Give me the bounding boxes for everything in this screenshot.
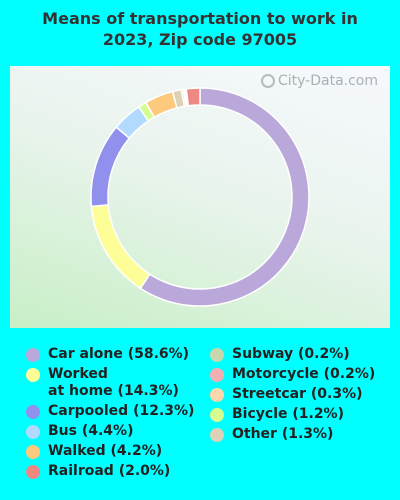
legend-label: Other (1.3%) [232, 426, 334, 442]
legend-label: Bus (4.4%) [48, 423, 134, 439]
donut-slice-10 [185, 87, 201, 107]
legend-item: Carpooled (12.3%) [26, 403, 194, 420]
legend-label: Car alone (58.6%) [48, 346, 190, 362]
donut-slice-2 [90, 126, 131, 208]
legend-swatch [26, 368, 40, 382]
donut-chart [90, 87, 310, 307]
legend-swatch [26, 465, 40, 479]
legend-item: Subway (0.2%) [210, 346, 375, 363]
legend-swatch [210, 368, 224, 382]
legend-swatch [26, 425, 40, 439]
city-data-logo-icon [260, 74, 275, 88]
plot-area: City-Data.com [10, 66, 390, 328]
legend-label: Walked (4.2%) [48, 443, 163, 459]
chart-title: Means of transportation to work in 2023,… [42, 9, 358, 49]
donut-slice-0 [139, 87, 310, 307]
legend-swatch [210, 428, 224, 442]
legend-swatch [26, 405, 40, 419]
legend-item: Streetcar (0.3%) [210, 386, 375, 403]
legend-label: Railroad (2.0%) [48, 463, 171, 479]
legend-label: Streetcar (0.3%) [232, 386, 363, 402]
legend-column-1: Car alone (58.6%) Worked at home (14.3%) C… [26, 346, 194, 483]
legend-item: Car alone (58.6%) [26, 346, 194, 363]
legend-swatch [26, 445, 40, 459]
legend-label: Bicycle (1.2%) [232, 406, 344, 422]
legend-item: Railroad (2.0%) [26, 463, 194, 480]
legend-label: Subway (0.2%) [232, 346, 350, 362]
legend-item: Bicycle (1.2%) [210, 406, 375, 423]
legend-label: Worked at home (14.3%) [48, 366, 179, 399]
legend-item: Worked at home (14.3%) [26, 366, 194, 400]
watermark-text: City-Data.com [277, 73, 378, 89]
legend-swatch [210, 388, 224, 402]
legend-item: Bus (4.4%) [26, 423, 194, 440]
legend-label: Motorcycle (0.2%) [232, 366, 376, 382]
legend-item: Motorcycle (0.2%) [210, 366, 375, 383]
legend-item: Other (1.3%) [210, 426, 375, 443]
donut-slice-1 [90, 204, 151, 290]
watermark: City-Data.com [260, 73, 378, 89]
legend-swatch [210, 408, 224, 422]
legend-swatch [26, 348, 40, 362]
legend-label: Carpooled (12.3%) [48, 403, 195, 419]
legend-swatch [210, 348, 224, 362]
legend-item: Walked (4.2%) [26, 443, 194, 460]
legend-column-2: Subway (0.2%) Motorcycle (0.2%) Streetcar … [210, 346, 375, 446]
